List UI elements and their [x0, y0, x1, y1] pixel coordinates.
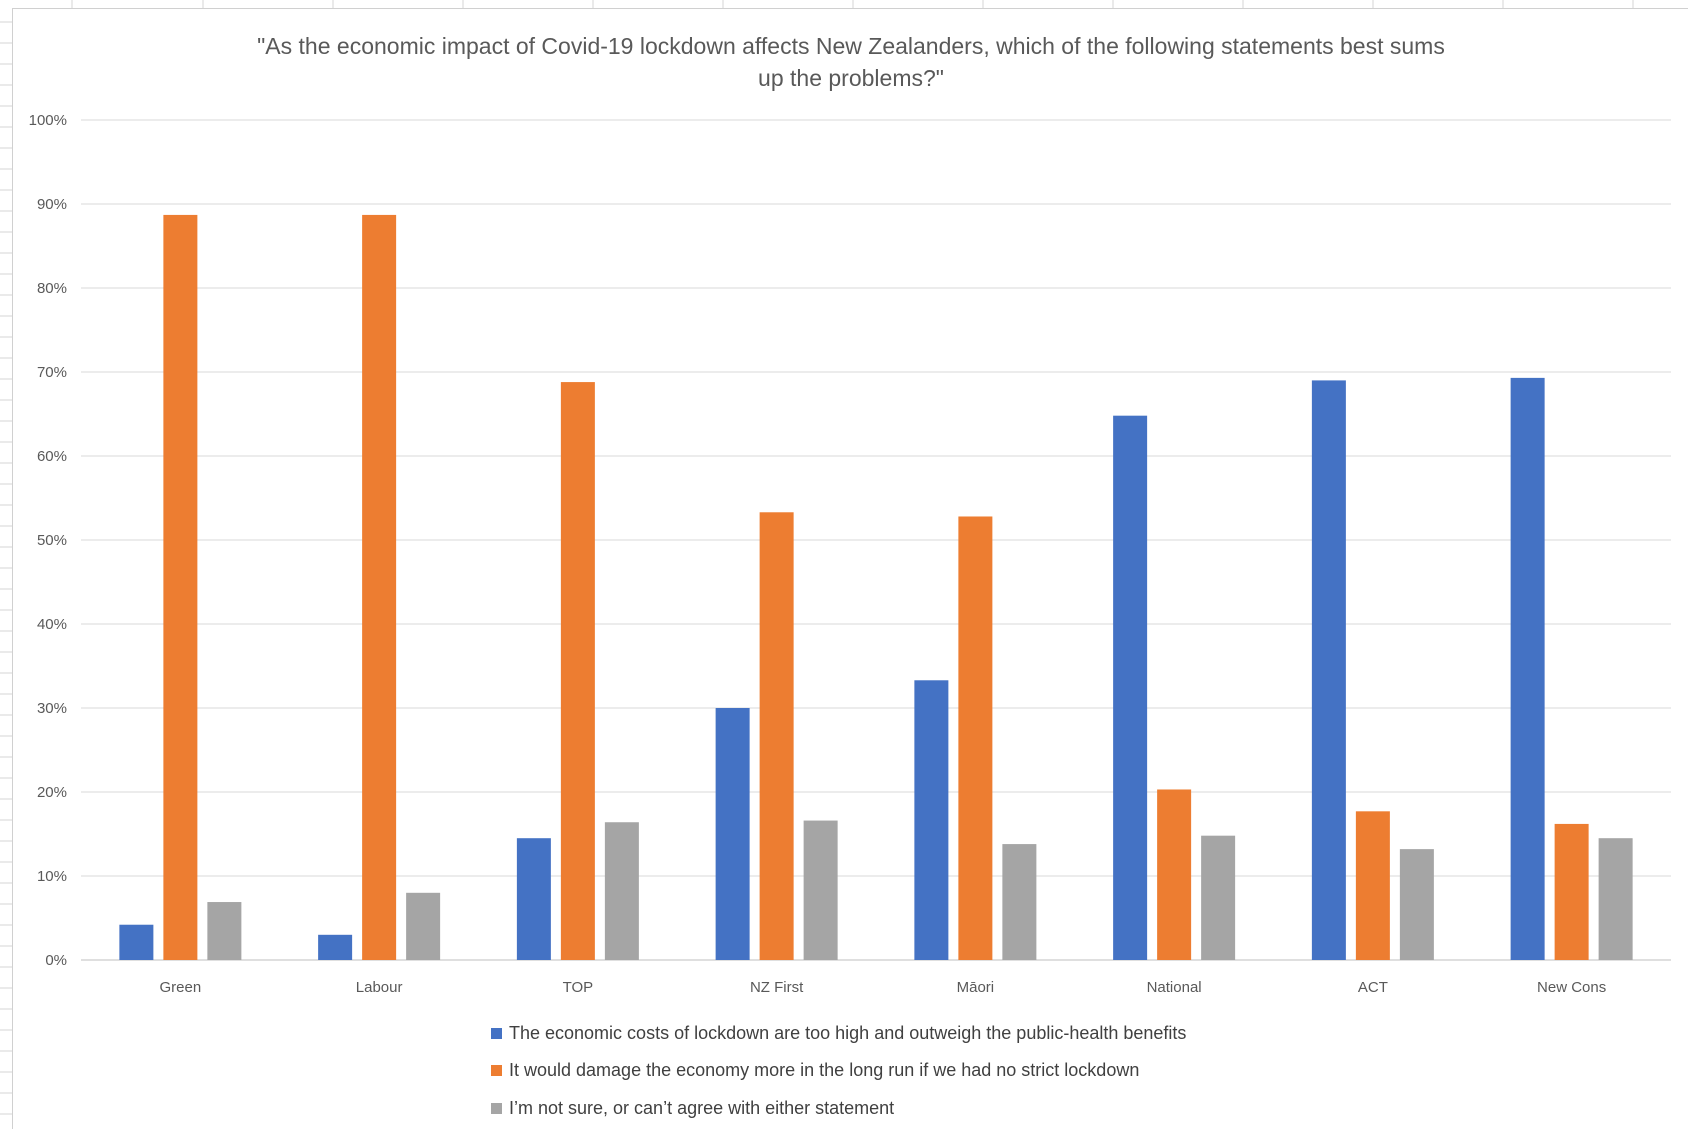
bar[interactable] [516, 838, 551, 960]
x-category-label: New Cons [1537, 979, 1606, 996]
bar[interactable] [1311, 380, 1346, 960]
bar[interactable] [1157, 789, 1192, 960]
x-category-label: Māori [957, 979, 995, 996]
bar[interactable] [119, 924, 154, 960]
legend-swatch-gray [491, 1102, 502, 1114]
x-category-label: TOP [563, 979, 594, 996]
legend-item-damage-economy: It would damage the economy more in the … [491, 1058, 1139, 1082]
x-category-label: NZ First [750, 979, 804, 996]
bar[interactable] [958, 516, 993, 960]
bar[interactable] [604, 822, 639, 960]
bar[interactable] [362, 214, 397, 961]
y-tick-label: 20% [37, 784, 67, 801]
bar[interactable] [1554, 823, 1589, 960]
bar[interactable] [914, 680, 949, 960]
x-category-label: National [1147, 979, 1202, 996]
legend-label: I’m not sure, or can’t agree with either… [509, 1097, 895, 1118]
x-category-label: ACT [1358, 979, 1388, 996]
y-tick-label: 0% [45, 952, 67, 969]
bar[interactable] [1510, 377, 1545, 960]
bar[interactable] [318, 934, 353, 960]
bar[interactable] [1598, 838, 1633, 960]
bar[interactable] [406, 892, 441, 960]
bar[interactable] [803, 820, 838, 960]
chart-title-line-1: "As the economic impact of Covid-19 lock… [257, 33, 1445, 59]
y-tick-label: 30% [37, 700, 67, 717]
bar[interactable] [1201, 835, 1236, 960]
y-tick-label: 10% [37, 868, 67, 885]
chart-title-line-2: up the problems?" [758, 65, 944, 91]
y-tick-label: 40% [37, 616, 67, 633]
chart-area[interactable]: "As the economic impact of Covid-19 lock… [12, 8, 1688, 1129]
bar[interactable] [163, 214, 198, 961]
bar[interactable] [759, 512, 794, 960]
y-tick-label: 90% [37, 196, 67, 213]
legend-label: It would damage the economy more in the … [509, 1059, 1140, 1080]
bar[interactable] [1355, 811, 1390, 960]
legend-swatch-blue [491, 1027, 502, 1039]
x-category-label: Green [160, 979, 202, 996]
bar[interactable] [207, 902, 242, 960]
bar[interactable] [1113, 415, 1148, 960]
legend-label: The economic costs of lockdown are too h… [509, 1022, 1187, 1043]
legend-swatch-orange [491, 1064, 502, 1076]
bar[interactable] [560, 382, 595, 961]
y-tick-label: 80% [37, 280, 67, 297]
bar[interactable] [1399, 849, 1434, 960]
y-tick-label: 70% [37, 364, 67, 381]
y-tick-label: 60% [37, 448, 67, 465]
y-tick-label: 100% [29, 112, 67, 129]
legend-item-economic-costs: The economic costs of lockdown are too h… [491, 1021, 1186, 1045]
legend-item-not-sure: I’m not sure, or can’t agree with either… [491, 1096, 894, 1120]
plot-area: 0% 10% 20% 30% 40% 50% 60% 70% 80% 90% 100% Green La… [29, 112, 1671, 996]
bar[interactable] [1002, 844, 1037, 960]
bar[interactable] [715, 708, 750, 960]
y-tick-label: 50% [37, 532, 67, 549]
x-category-label: Labour [356, 979, 403, 996]
